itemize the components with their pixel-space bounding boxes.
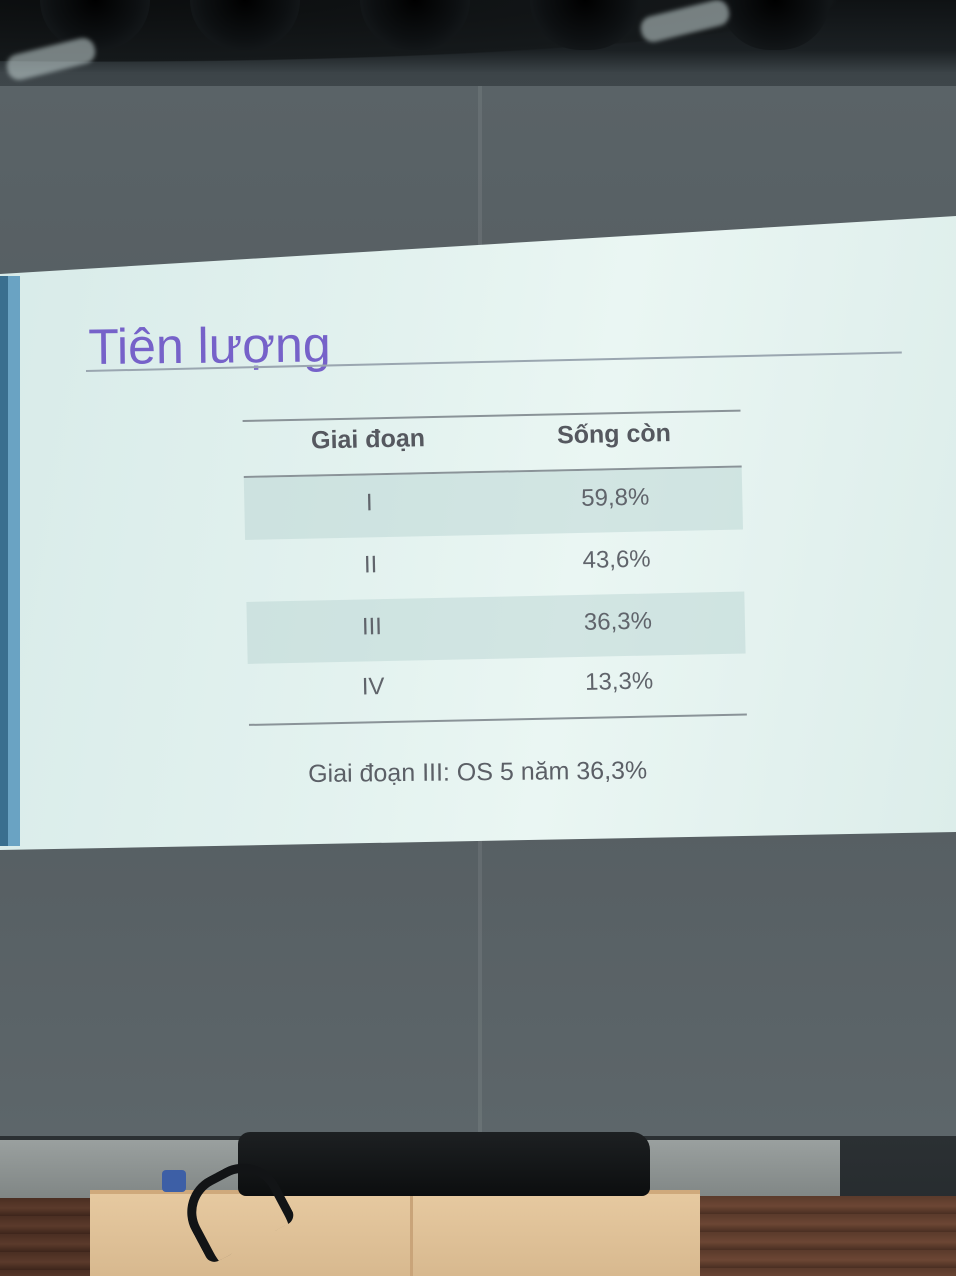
stage-curtain <box>0 0 956 83</box>
table-header-survival: Sống còn <box>556 419 672 450</box>
curtain-fold <box>530 0 640 50</box>
curtain-fold <box>40 0 150 50</box>
table-cell-stage: I <box>365 489 373 517</box>
slide-note: Giai đoạn III: OS 5 năm 36,3% <box>308 756 648 788</box>
curtain-highlight <box>638 0 732 45</box>
wood-panel-right <box>700 1196 956 1276</box>
table-cell-survival: 59,8% <box>580 483 650 512</box>
podium <box>90 1190 700 1276</box>
table-cell-survival: 13,3% <box>584 667 654 696</box>
laptop-bag <box>238 1132 650 1196</box>
table-header-stage: Giai đoạn <box>310 424 426 455</box>
table-cell-stage: II <box>363 551 378 579</box>
table-row: I 59,8% <box>243 467 743 540</box>
curtain-highlight <box>4 35 98 83</box>
curtain-fold <box>720 0 830 50</box>
table-cell-stage: IV <box>361 673 385 701</box>
table-cell-stage: III <box>361 613 383 641</box>
table-row: IV 13,3% <box>248 652 747 724</box>
table-cell-survival: 36,3% <box>583 607 653 636</box>
table-cell-survival: 43,6% <box>582 545 651 574</box>
podium-seam <box>410 1196 413 1276</box>
slide-accent-bar <box>8 276 20 846</box>
slide-accent-bar-dark <box>0 276 8 846</box>
curtain-fold <box>360 0 470 50</box>
curtain-fold <box>190 0 300 50</box>
survival-table: Giai đoạn Sống còn I 59,8% II 43,6% III … <box>242 382 747 732</box>
table-row: II 43,6% <box>245 530 744 602</box>
wood-panel-left <box>0 1198 90 1276</box>
vga-connector <box>162 1170 186 1192</box>
